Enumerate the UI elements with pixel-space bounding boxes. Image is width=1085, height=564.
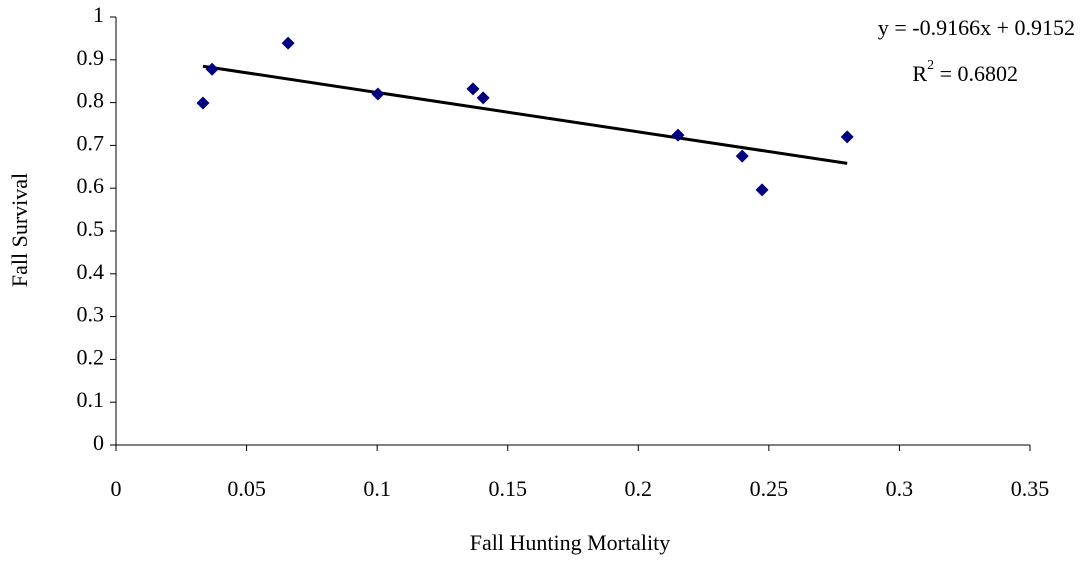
x-tick-label: 0.3: [886, 476, 914, 501]
y-tick-label: 0.7: [77, 130, 105, 155]
x-tick-label: 0.05: [227, 476, 266, 501]
point: [735, 149, 749, 163]
point: [671, 128, 685, 142]
x-tick-label: 0.1: [363, 476, 391, 501]
y-tick-label: 0.2: [77, 344, 105, 369]
x-tick-label: 0.2: [625, 476, 653, 501]
point: [205, 62, 219, 76]
r-squared-rest: = 0.6802: [934, 61, 1018, 86]
y-tick-label: 0.4: [77, 259, 105, 284]
r-squared-base: R: [912, 61, 927, 86]
y-tick-label: 0: [93, 430, 104, 455]
x-tick-label: 0.15: [488, 476, 527, 501]
y-tick-label: 0.9: [77, 45, 105, 70]
x-axis-title: Fall Hunting Mortality: [470, 530, 670, 555]
y-axis-title: Fall Survival: [7, 173, 32, 287]
trendline: [202, 64, 848, 165]
y-tick-label: 0.1: [77, 387, 105, 412]
y-tick-label: 0.6: [77, 173, 105, 198]
point: [196, 96, 210, 110]
r-squared-sup: 2: [927, 58, 934, 73]
x-tick-label: 0.25: [750, 476, 789, 501]
r-squared: R2 = 0.6802: [912, 58, 1018, 86]
x-tick-label: 0.35: [1011, 476, 1050, 501]
x-tick-label: 0: [111, 476, 122, 501]
trend-equation: y = -0.9166x + 0.9152: [878, 15, 1075, 40]
point: [476, 91, 490, 105]
y-tick-label: 0.8: [77, 88, 105, 113]
point: [840, 130, 854, 144]
y-tick-label: 0.5: [77, 216, 105, 241]
point: [371, 87, 385, 101]
point: [281, 36, 295, 50]
y-tick-label: 1: [93, 2, 104, 27]
y-tick-label: 0.3: [77, 302, 105, 327]
point: [466, 82, 480, 96]
point: [755, 183, 769, 197]
